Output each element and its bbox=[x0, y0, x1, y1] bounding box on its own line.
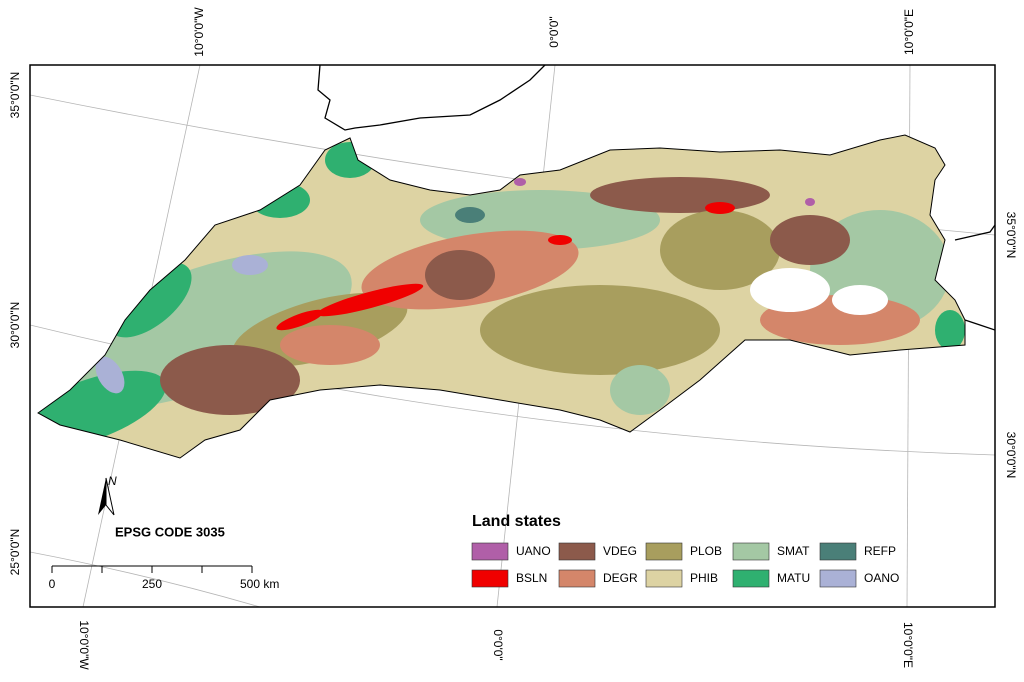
legend-label: REFP bbox=[864, 544, 896, 558]
land-patch bbox=[250, 182, 310, 218]
land-patch bbox=[425, 250, 495, 300]
coastline bbox=[317, 65, 546, 131]
no-data-patch bbox=[750, 268, 830, 312]
no-data-patch bbox=[832, 285, 888, 315]
legend-label: PHIB bbox=[690, 571, 718, 585]
legend-swatch bbox=[732, 542, 770, 561]
graticule-label: 0°0'0" bbox=[491, 629, 505, 660]
graticule-label: 30°0'0"N bbox=[1004, 432, 1018, 479]
legend-swatch bbox=[558, 569, 596, 588]
land-patch bbox=[316, 283, 424, 317]
legend-swatch bbox=[645, 542, 683, 561]
land-patch bbox=[280, 325, 380, 365]
land-patch bbox=[590, 177, 770, 213]
graticule-label: 30°0'0"N bbox=[8, 302, 22, 349]
legend-label: OANO bbox=[864, 571, 899, 585]
graticule-label: 10°0'0"W bbox=[192, 7, 206, 57]
land-patch bbox=[770, 215, 850, 265]
graticule-label: 10°0'0"W bbox=[77, 620, 91, 670]
map-frame bbox=[29, 64, 996, 608]
projection-label: EPSG CODE 3035 bbox=[115, 524, 225, 539]
land-patch bbox=[660, 210, 780, 290]
land-patch bbox=[48, 251, 352, 409]
graticule-label: 0°0'0" bbox=[547, 16, 561, 47]
land-patch bbox=[160, 345, 300, 415]
legend-swatch bbox=[471, 569, 509, 588]
scale-label: 0 bbox=[49, 577, 56, 591]
coastline bbox=[954, 224, 995, 331]
legend-label: SMAT bbox=[777, 544, 810, 558]
north-arrow bbox=[98, 478, 106, 515]
graticule-line bbox=[30, 551, 261, 607]
legend-swatch bbox=[732, 569, 770, 588]
land-patch bbox=[514, 178, 526, 186]
graticule-label: 10°0'0"E bbox=[902, 9, 916, 55]
land-patch bbox=[232, 255, 268, 275]
land-patch bbox=[805, 198, 815, 206]
land-patch bbox=[325, 142, 375, 178]
land-patch bbox=[455, 207, 485, 223]
legend-swatch bbox=[819, 569, 857, 588]
scale-bar: 0 250 500 km bbox=[49, 565, 279, 591]
legend-title: Land states bbox=[472, 513, 561, 530]
graticule-label: 35°0'0"N bbox=[8, 72, 22, 119]
legend-label: VDEG bbox=[603, 544, 637, 558]
land-patch bbox=[480, 285, 720, 375]
graticule-label: 25°0'0"N bbox=[8, 529, 22, 576]
legend-swatch bbox=[645, 569, 683, 588]
land-patch bbox=[610, 365, 670, 415]
land-patch bbox=[95, 356, 125, 394]
land-patch bbox=[705, 202, 735, 214]
legend-swatch bbox=[819, 542, 857, 561]
legend-label: BSLN bbox=[516, 571, 547, 585]
graticule-labels: 10°0'0"W 0°0'0" 10°0'0"E 10°0'0"W 0°0'0" 10°0… bbox=[8, 7, 1018, 671]
land-patch bbox=[108, 262, 192, 338]
graticule-label: 10°0'0"E bbox=[901, 622, 915, 668]
scale-label: 500 km bbox=[240, 577, 279, 591]
legend-swatch bbox=[471, 542, 509, 561]
legend-label: UANO bbox=[516, 544, 551, 558]
legend-swatch bbox=[558, 542, 596, 561]
land-patch bbox=[276, 309, 324, 331]
north-label: N bbox=[108, 474, 117, 488]
legend-label: DEGR bbox=[603, 571, 638, 585]
land-patch bbox=[935, 310, 965, 350]
land-patch bbox=[548, 235, 572, 245]
scale-label: 250 bbox=[142, 577, 162, 591]
north-arrow bbox=[105, 477, 115, 516]
graticule-label: 35°0'0"N bbox=[1004, 212, 1018, 259]
legend-label: PLOB bbox=[690, 544, 722, 558]
legend-label: MATU bbox=[777, 571, 810, 585]
legend: UANO BSLN VDEG DEGR PLOB PHIB SMAT MATU REFP OANO bbox=[471, 542, 899, 588]
